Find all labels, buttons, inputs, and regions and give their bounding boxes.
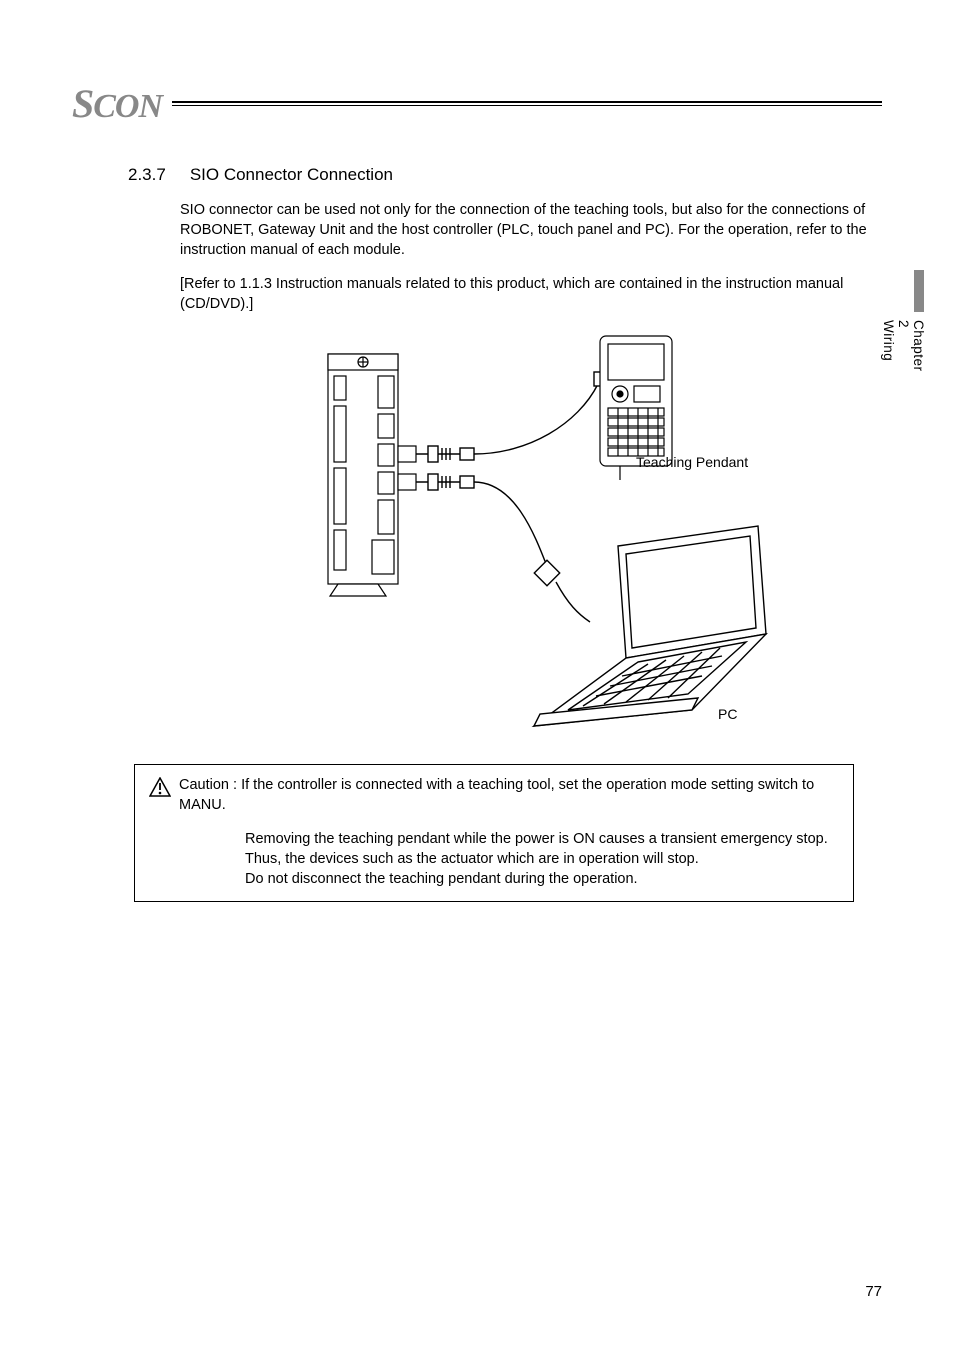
page-number: 77	[865, 1283, 882, 1300]
caution-line-3: Do not disconnect the teaching pendant d…	[245, 869, 839, 889]
section-number: 2.3.7	[128, 165, 166, 184]
caution-box: Caution : If the controller is connected…	[134, 764, 854, 902]
brand-logo: SCON	[72, 80, 162, 127]
intro-paragraph-1: SIO connector can be used not only for t…	[180, 200, 868, 260]
caution-label: Caution :	[179, 777, 237, 793]
cable-icon	[416, 372, 604, 622]
laptop-icon	[534, 526, 766, 726]
section-title: SIO Connector Connection	[190, 165, 393, 184]
warning-icon	[149, 777, 173, 803]
caution-row: Caution : If the controller is connected…	[149, 775, 839, 815]
header-row: SCON	[72, 80, 882, 127]
caution-text: Caution : If the controller is connected…	[179, 775, 839, 815]
figure-container: Teaching Pendant	[218, 314, 778, 734]
teaching-pendant-label: Teaching Pendant	[636, 454, 748, 470]
logo-con: CON	[93, 88, 162, 125]
pc-label: PC	[718, 706, 737, 722]
intro-paragraph-2: [Refer to 1.1.3 Instruction manuals rela…	[180, 274, 868, 314]
content-area: 2.3.7 SIO Connector Connection SIO connec…	[128, 165, 868, 902]
side-tab-bar	[914, 270, 924, 312]
controller-icon	[328, 354, 416, 596]
header-rule	[172, 101, 882, 106]
wiring-diagram	[218, 314, 778, 734]
logo-s: S	[72, 81, 93, 126]
caution-line-2: Removing the teaching pendant while the …	[245, 829, 839, 869]
side-tab-text: Chapter 2 Wiring	[881, 320, 926, 372]
section-heading: 2.3.7 SIO Connector Connection	[128, 165, 868, 185]
caution-line-1: If the controller is connected with a te…	[179, 777, 814, 813]
